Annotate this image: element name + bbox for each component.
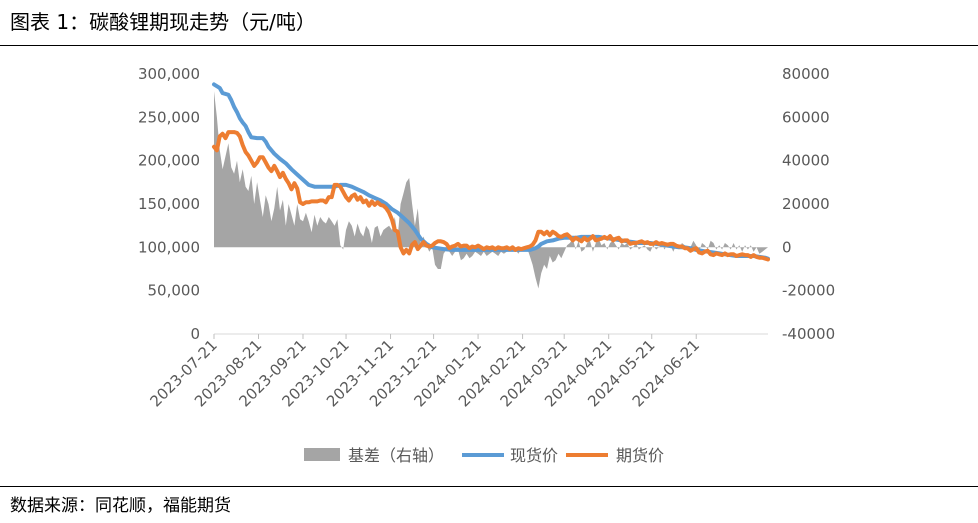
- left-tick-label: 200,000: [138, 152, 200, 170]
- basis-area-layer: [214, 91, 768, 289]
- left-tick-label: 150,000: [138, 195, 200, 213]
- bottom-rule: [0, 486, 978, 487]
- right-tick-label: -40000: [782, 325, 835, 343]
- right-tick-label: 80000: [782, 65, 830, 83]
- right-tick-label: 40000: [782, 152, 830, 170]
- right-y-axis: -40000 -20000 0 20000 40000 60000 80000: [782, 65, 835, 343]
- right-tick-label: 0: [782, 238, 792, 256]
- right-tick-label: 60000: [782, 108, 830, 126]
- legend-basis-swatch: [304, 448, 340, 461]
- right-tick-label: 20000: [782, 195, 830, 213]
- source-note: 数据来源：同花顺，福能期货: [10, 496, 231, 516]
- left-tick-label: 50,000: [148, 282, 201, 300]
- legend-basis-label: 基差（右轴）: [348, 446, 444, 465]
- left-tick-label: 0: [190, 325, 200, 343]
- right-tick-label: -20000: [782, 282, 835, 300]
- top-rule: [0, 45, 978, 46]
- x-axis: 2023-07-212023-08-212023-09-212023-10-21…: [146, 333, 768, 410]
- legend-futures-label: 期货价: [616, 446, 664, 465]
- left-y-axis: 0 50,000 100,000 150,000 200,000 250,000 300,0…: [138, 65, 200, 343]
- figure-title: 图表 1：碳酸锂期现走势（元/吨）: [10, 10, 316, 34]
- series-basis-area: [214, 91, 768, 289]
- legend-spot-label: 现货价: [510, 446, 558, 465]
- left-tick-label: 100,000: [138, 238, 200, 256]
- left-tick-label: 250,000: [138, 108, 200, 126]
- chart-legend: 基差（右轴） 现货价 期货价: [304, 446, 664, 465]
- left-tick-label: 300,000: [138, 65, 200, 83]
- price-lines-layer: [212, 82, 770, 262]
- series-futures-price-line: [212, 130, 770, 262]
